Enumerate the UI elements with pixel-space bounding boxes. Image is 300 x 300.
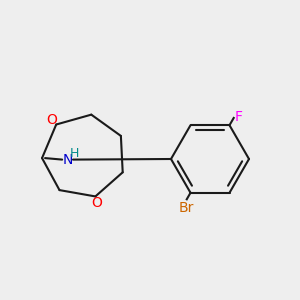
Text: O: O <box>46 112 57 127</box>
Text: Br: Br <box>179 201 194 215</box>
Text: N: N <box>62 153 73 166</box>
Text: F: F <box>234 110 242 124</box>
Text: H: H <box>70 147 79 160</box>
Text: O: O <box>92 196 103 210</box>
